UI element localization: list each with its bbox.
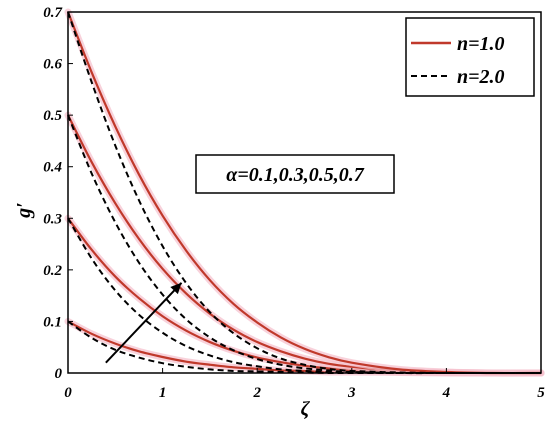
- x-tick-label: 0: [64, 385, 72, 401]
- series-halo-n1-alpha-0.5: [64, 111, 545, 377]
- x-tick-label: 1: [159, 385, 167, 401]
- legend: n=1.0 n=2.0: [405, 17, 535, 97]
- x-tick-label: 3: [347, 385, 356, 401]
- legend-label-dashed: n=2.0: [457, 66, 505, 88]
- arrow-head: [170, 282, 182, 295]
- y-tick-label: 0.3: [43, 211, 62, 227]
- y-axis-label: g′: [13, 202, 35, 219]
- series-line-n2-alpha-0.3: [67, 217, 541, 375]
- annotation-frame: [195, 154, 395, 194]
- y-tick-label: 0.6: [43, 57, 62, 73]
- annotation-text: α=0.1,0.3,0.5,0.7: [226, 164, 364, 186]
- y-tick-label: 0.7: [43, 5, 62, 21]
- legend-frame: [405, 17, 535, 97]
- y-tick-label: 0.5: [43, 108, 62, 124]
- ticks-layer: 0 1 2 3 4 5 0 0.1 0.2 0.3 0.4 0.5 0.6 0.7: [43, 5, 545, 401]
- x-axis-label: ζ: [301, 398, 311, 420]
- x-tick-label: 5: [537, 385, 545, 401]
- arrow-shaft: [105, 282, 183, 364]
- y-tick-label: 0.4: [43, 160, 62, 176]
- annotation-box: α=0.1,0.3,0.5,0.7: [195, 154, 395, 194]
- legend-label-solid: n=1.0: [457, 33, 505, 55]
- series-line-n1-alpha-0.7: [66, 11, 542, 375]
- y-tick-label: 0.2: [43, 263, 62, 279]
- trend-arrow: [105, 282, 183, 364]
- y-tick-label: 0.1: [43, 314, 62, 330]
- x-tick-label: 4: [442, 385, 451, 401]
- plot-frame: [67, 11, 542, 374]
- y-tick-label: 0: [55, 366, 63, 382]
- x-tick-label: 2: [252, 385, 261, 401]
- series-line-n2-alpha-0.5: [67, 114, 541, 375]
- series-layer: [64, 8, 545, 377]
